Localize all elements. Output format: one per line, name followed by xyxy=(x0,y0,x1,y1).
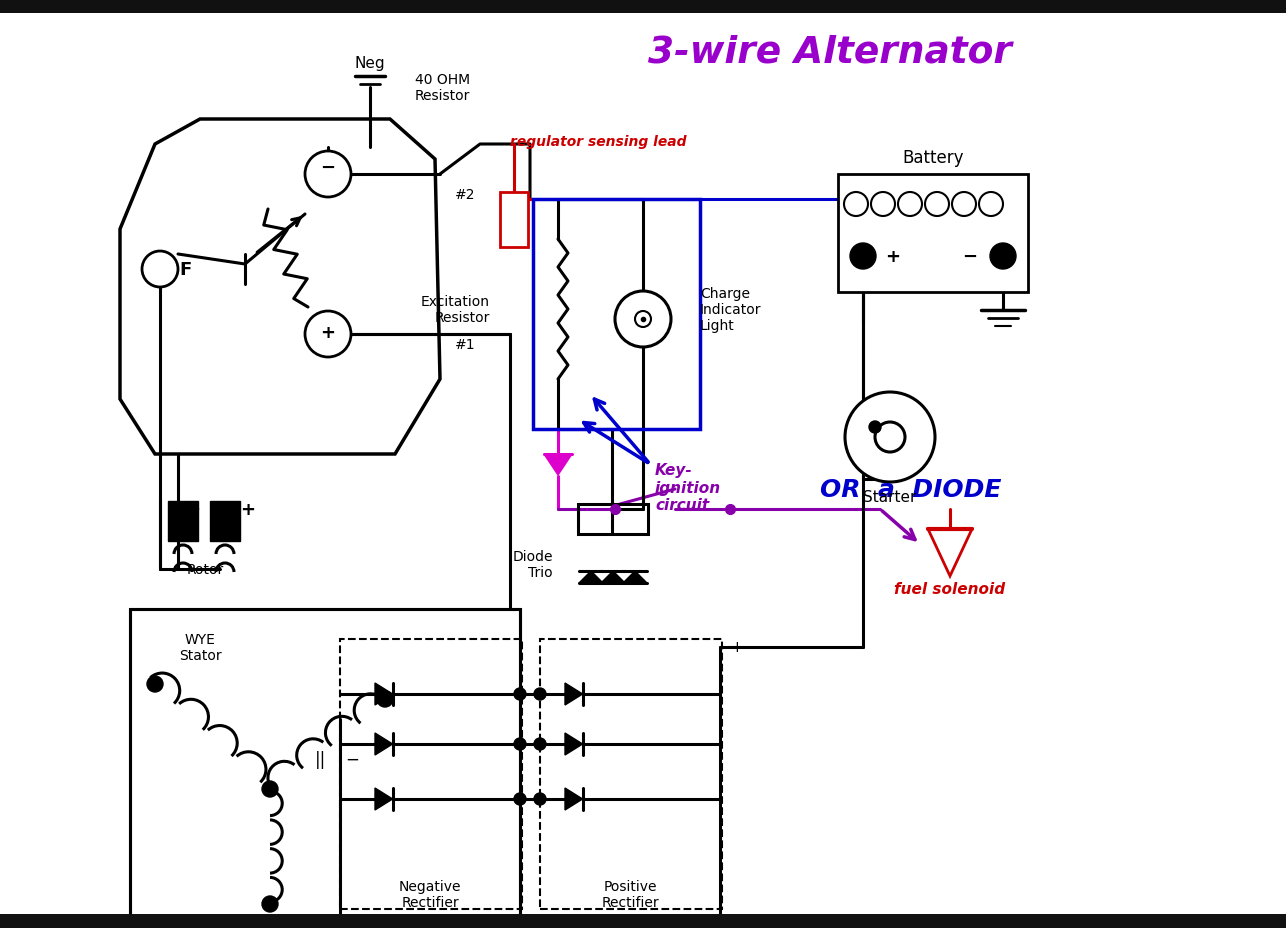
Circle shape xyxy=(979,193,1003,217)
Circle shape xyxy=(514,689,526,701)
Text: Positive
Rectifier: Positive Rectifier xyxy=(601,879,658,909)
Bar xyxy=(0,0,1286,14)
Bar xyxy=(210,501,240,541)
Polygon shape xyxy=(376,683,392,705)
Bar xyxy=(838,174,1028,292)
Text: Rotor: Rotor xyxy=(186,562,224,576)
Text: Key-
ignition
circuit: Key- ignition circuit xyxy=(655,462,721,512)
Circle shape xyxy=(262,896,278,912)
Circle shape xyxy=(262,781,278,797)
Polygon shape xyxy=(376,788,392,810)
Text: −: − xyxy=(320,159,336,177)
Circle shape xyxy=(305,312,351,357)
Circle shape xyxy=(845,393,935,483)
Bar xyxy=(340,639,522,909)
Bar xyxy=(168,501,198,541)
Text: −: − xyxy=(962,248,977,265)
Text: 3-wire Alternator: 3-wire Alternator xyxy=(648,34,1012,70)
Text: #2: #2 xyxy=(455,187,476,201)
Polygon shape xyxy=(622,572,647,584)
Text: Battery: Battery xyxy=(903,148,963,167)
Text: #1: #1 xyxy=(455,338,476,352)
Text: 40 OHM
Resistor: 40 OHM Resistor xyxy=(415,72,471,103)
Text: −: − xyxy=(185,500,201,519)
Circle shape xyxy=(514,738,526,750)
Text: Neg: Neg xyxy=(355,56,386,71)
Bar xyxy=(130,610,520,919)
Circle shape xyxy=(377,691,394,707)
Text: fuel solenoid: fuel solenoid xyxy=(895,582,1006,597)
Circle shape xyxy=(871,193,895,217)
Polygon shape xyxy=(544,455,572,475)
Text: Excitation
Resistor: Excitation Resistor xyxy=(421,294,490,325)
Polygon shape xyxy=(120,120,440,455)
Bar xyxy=(0,914,1286,928)
Circle shape xyxy=(850,244,876,270)
Text: F: F xyxy=(179,261,192,278)
Polygon shape xyxy=(601,572,625,584)
Text: Starter: Starter xyxy=(863,490,917,505)
Polygon shape xyxy=(565,788,583,810)
Bar xyxy=(532,200,700,430)
Circle shape xyxy=(869,421,881,433)
Text: Negative
Rectifier: Negative Rectifier xyxy=(399,879,462,909)
Circle shape xyxy=(305,152,351,198)
Bar xyxy=(500,193,529,248)
Text: +: + xyxy=(730,639,743,655)
Polygon shape xyxy=(565,733,583,755)
Circle shape xyxy=(147,677,163,692)
Text: regulator sensing lead: regulator sensing lead xyxy=(511,135,687,148)
Circle shape xyxy=(534,793,547,806)
Bar xyxy=(577,505,648,535)
Polygon shape xyxy=(565,683,583,705)
Text: +: + xyxy=(240,500,256,519)
Circle shape xyxy=(141,251,177,288)
Circle shape xyxy=(534,689,547,701)
Text: OR  a  DIODE: OR a DIODE xyxy=(820,478,1002,501)
Text: +: + xyxy=(320,324,336,342)
Text: −: − xyxy=(345,750,359,768)
Circle shape xyxy=(925,193,949,217)
Text: Charge
Indicator
Light: Charge Indicator Light xyxy=(700,287,761,333)
Bar xyxy=(540,639,721,909)
Polygon shape xyxy=(376,733,392,755)
Circle shape xyxy=(952,193,976,217)
Text: ||: || xyxy=(314,750,325,768)
Circle shape xyxy=(844,193,868,217)
Text: Diode
Trio: Diode Trio xyxy=(513,549,553,579)
Circle shape xyxy=(990,244,1016,270)
Text: +: + xyxy=(886,248,900,265)
Polygon shape xyxy=(579,572,603,584)
Circle shape xyxy=(898,193,922,217)
Text: WYE
Stator: WYE Stator xyxy=(179,632,221,663)
Circle shape xyxy=(635,312,651,328)
Circle shape xyxy=(534,738,547,750)
Circle shape xyxy=(615,291,671,348)
Circle shape xyxy=(874,422,905,453)
Circle shape xyxy=(514,793,526,806)
